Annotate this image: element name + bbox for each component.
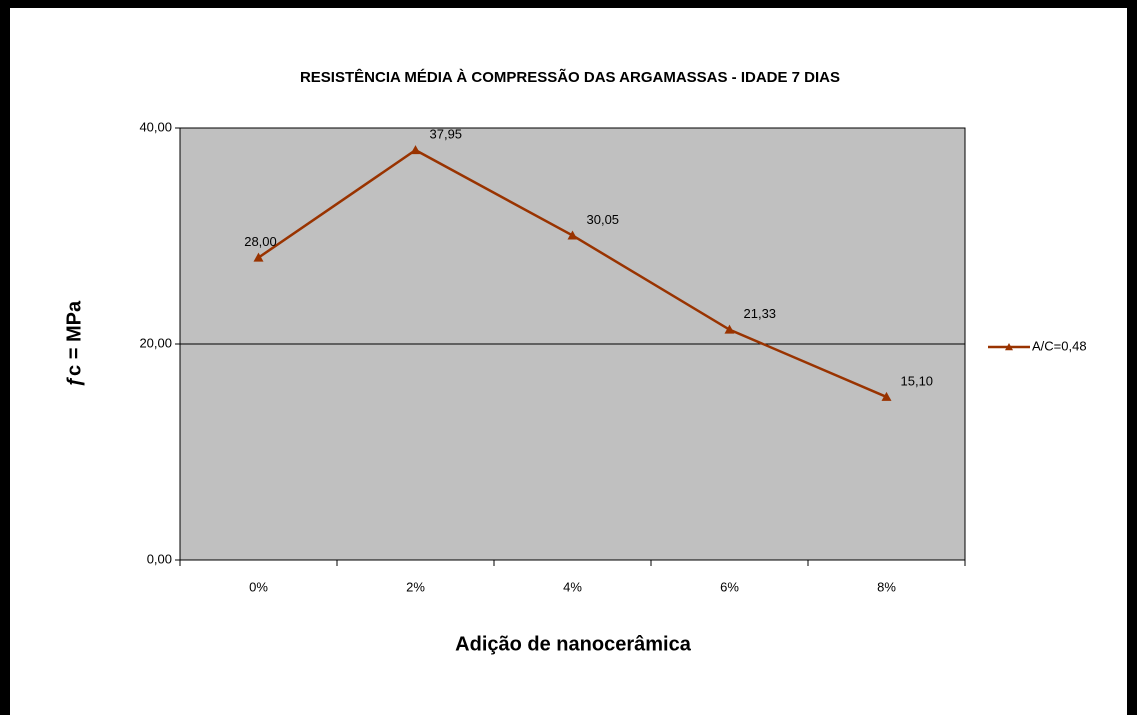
x-tick-label: 2% bbox=[406, 579, 425, 594]
data-label: 37,95 bbox=[430, 127, 463, 142]
data-label: 30,05 bbox=[587, 212, 620, 227]
y-tick-label: 0,00 bbox=[147, 551, 172, 566]
y-tick-label: 20,00 bbox=[139, 335, 172, 350]
x-axis-title: Adição de nanocerâmica bbox=[455, 633, 692, 655]
y-tick-label: 40,00 bbox=[139, 119, 172, 134]
data-label: 21,33 bbox=[744, 306, 777, 321]
chart-title: RESISTÊNCIA MÉDIA À COMPRESSÃO DAS ARGAM… bbox=[300, 68, 840, 86]
frame-top bbox=[0, 0, 1137, 8]
legend-marker bbox=[1005, 343, 1013, 351]
x-tick-label: 8% bbox=[877, 579, 896, 594]
data-point bbox=[881, 391, 892, 401]
x-tick-label: 6% bbox=[720, 579, 739, 594]
y-axis-title: ƒc = MPa bbox=[63, 300, 85, 387]
frame-left bbox=[0, 0, 10, 715]
frame-right bbox=[1127, 0, 1137, 715]
data-point bbox=[724, 324, 735, 334]
data-label: 15,10 bbox=[901, 373, 934, 388]
x-tick-label: 0% bbox=[249, 579, 268, 594]
data-point bbox=[253, 252, 264, 262]
data-label: 28,00 bbox=[244, 234, 277, 249]
data-point bbox=[567, 230, 578, 240]
data-point bbox=[410, 145, 421, 155]
x-tick-label: 4% bbox=[563, 579, 582, 594]
legend-label: A/C=0,48 bbox=[1032, 338, 1087, 353]
